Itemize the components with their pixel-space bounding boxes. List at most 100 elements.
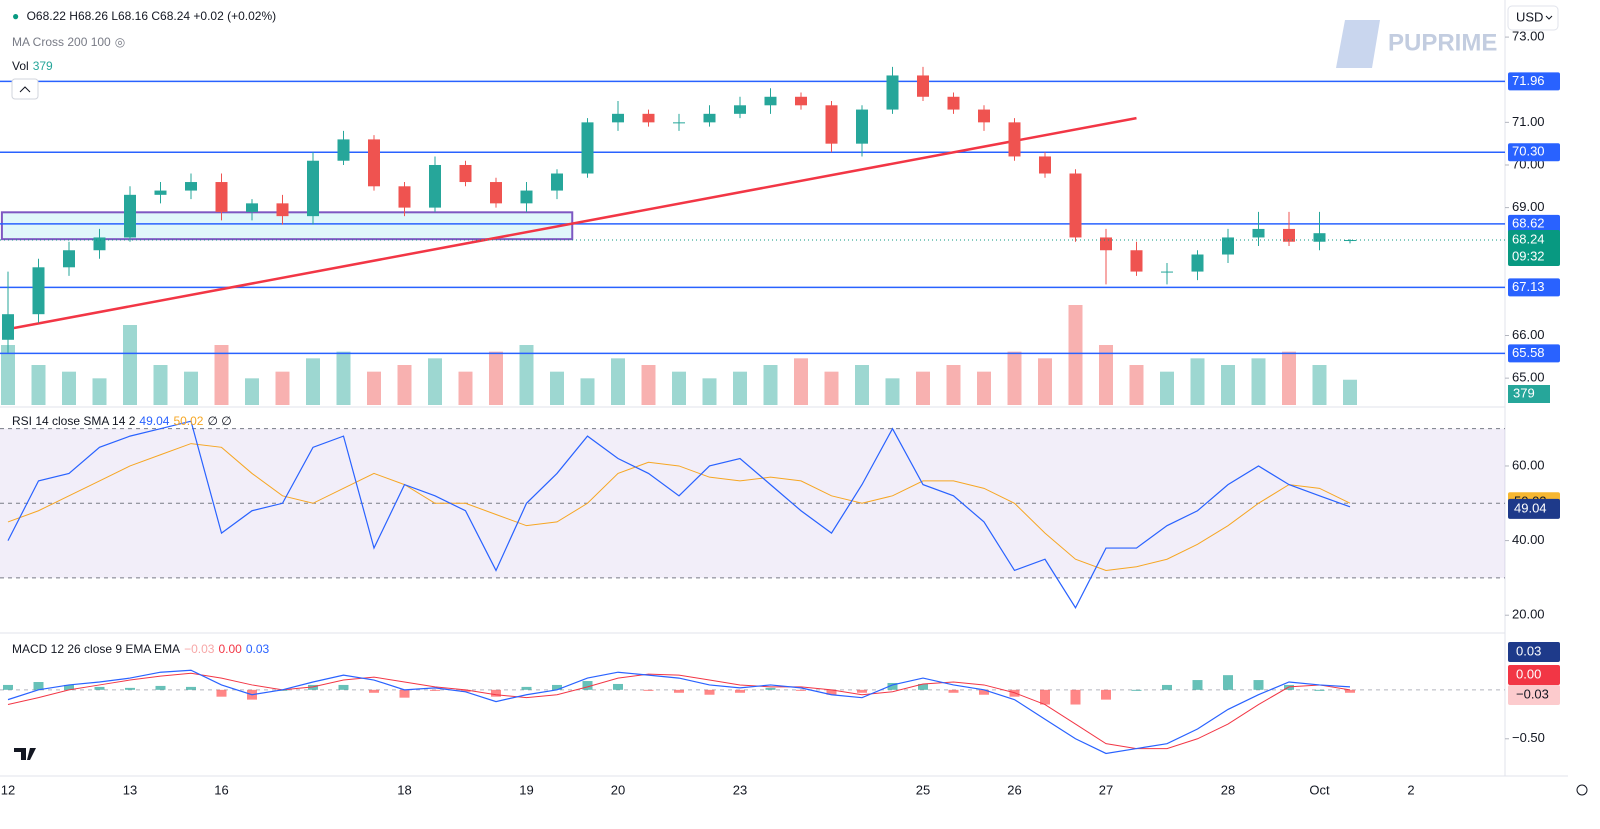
macd-hist-bar [155,685,166,690]
vol-value: 379 [32,59,53,73]
candle-body [1069,173,1082,238]
candle-body [1130,250,1143,272]
candle-body [215,182,228,212]
volume-bar [824,371,839,405]
candle-body [1344,240,1356,242]
candle-body [581,122,594,174]
macd-hist-bar [765,687,776,690]
candle-body [154,190,167,195]
volume-bar [1,345,15,405]
macd-hist-bar [1192,680,1203,690]
macd-legend: MACD 12 26 close 9 EMA EMA −0.03 0.00 0.03 [12,642,273,656]
rsi-ma-line [7,443,1351,571]
volume-badge [1508,385,1550,403]
candle-body [429,164,441,208]
zone [0,211,574,241]
volume-bar [885,378,900,405]
macd-hist-bar [338,684,349,690]
rsi-extra: ∅ ∅ [207,414,232,428]
macd-hist-bar [521,686,532,690]
currency-button[interactable] [1507,5,1559,31]
volume-bar [275,371,290,405]
volume-bar [153,365,168,405]
candle-body [368,139,380,187]
level-badge-label: 70.30 [1512,144,1545,159]
volume-bar [1099,345,1113,405]
candle-body [63,250,75,268]
level-badge-label: 71.96 [1512,73,1545,88]
y-tick-label: 40.00 [1512,532,1545,547]
candle-body [1100,237,1112,251]
volume-bar [367,371,381,405]
level-badge [1508,214,1560,233]
volume-bar [31,365,46,405]
macd-hist-bar [186,686,196,690]
x-tick-label: 13 [123,782,137,797]
x-tick-label: 19 [519,782,533,797]
macd-hist-bar [1070,689,1081,705]
macd-hist-bar [1131,689,1142,691]
macd-hist-bar [582,681,593,690]
candle-body [1283,228,1295,242]
currency-label[interactable]: USD [1516,9,1543,24]
macd-hist-bar [94,686,105,690]
candle-body [703,113,716,123]
candle-body [185,182,197,191]
x-tick-label: 26 [1007,782,1021,797]
candle-body [947,96,960,110]
collapse-icon [19,86,31,93]
settings-icon[interactable] [1576,784,1588,796]
macd-hist-value: −0.03 [184,642,215,656]
candle-body [490,182,502,204]
macd-hist-bar [3,684,13,690]
volume-bar [550,371,564,405]
x-tick-label: 18 [397,782,411,797]
macd-hist-bar [1253,680,1264,690]
rsi-badge-label: 49.04 [1514,500,1547,515]
volume-bar [519,345,534,405]
x-tick-label: 25 [916,782,930,797]
macd-hist-bar [64,684,74,690]
rsi-badge [1508,498,1560,519]
x-tick-label: 2 [1407,782,1414,797]
macd-hist-bar [887,682,898,690]
volume-bar [916,371,930,405]
macd-hist-bar [735,689,745,693]
level-badge [1508,72,1560,91]
macd-hist-bar [216,689,227,697]
rsi-ma-value: 50.02 [173,414,204,428]
candle-body [917,75,929,97]
volume-bar [641,365,656,405]
rsi-label: RSI 14 close SMA 14 2 [12,414,136,428]
logo-mark [1336,20,1380,68]
volume-bar [306,358,320,405]
rsi-value: 49.04 [139,414,170,428]
candle-body [246,203,258,212]
volume-badge-label: 379 [1513,385,1535,400]
volume-bar [214,345,229,405]
ma-text: MA Cross 200 100 [12,35,111,49]
candle-body [1222,237,1234,255]
volume-bar [672,371,686,405]
volume-bar [184,371,198,405]
y-tick-label: 69.00 [1512,199,1545,214]
macd-hist-bar [460,689,471,692]
macd-hist-bar [369,689,379,693]
macd-hist-bar [948,689,959,693]
collapse-button[interactable] [11,78,39,100]
current-price-badge [1508,230,1560,267]
x-tick-label: Oct [1309,782,1330,797]
eye-icon[interactable]: ◎ [114,35,126,49]
macd-hist-bar [1162,684,1172,690]
y-tick-label: 20.00 [1512,607,1545,622]
macd-hist-bar [33,682,44,690]
candle-body [2,314,14,340]
macd-hist-bar [491,689,501,697]
vol-label: Vol [12,59,29,73]
volume-bar [397,365,412,405]
macd-hist-bar [857,689,867,693]
macd-signal-line [7,672,1351,750]
volume-bar [733,371,747,405]
